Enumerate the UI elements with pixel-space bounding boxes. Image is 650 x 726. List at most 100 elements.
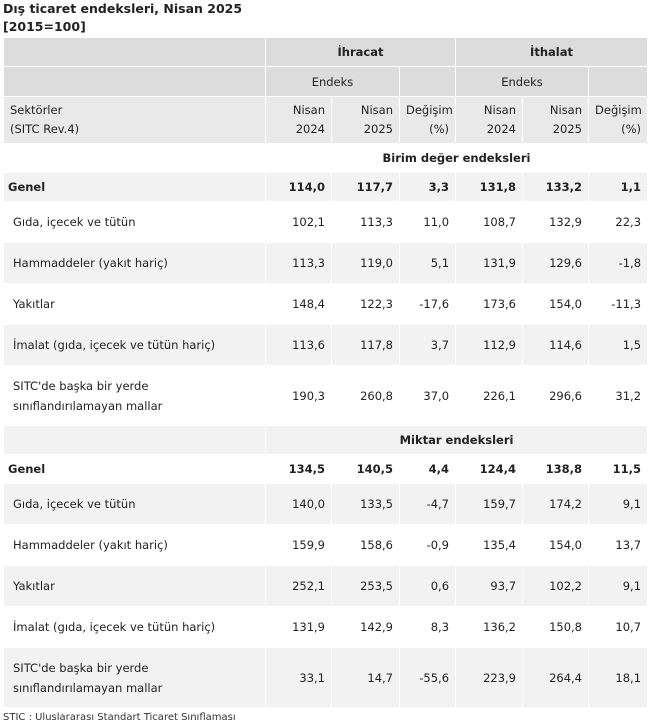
table-row: Genel 134,5 140,5 4,4 124,4 138,8 11,5 bbox=[3, 454, 649, 484]
table-row: İmalat (gıda, içecek ve tütün hariç) 131,… bbox=[3, 606, 649, 648]
table-row: SITC'de başka bir yerde sınıflandırılama… bbox=[3, 647, 649, 708]
row-label: Hammaddeler (yakıt hariç) bbox=[3, 242, 266, 284]
value-cell: 14,7 bbox=[331, 647, 400, 708]
col-import-change: Değişim (%) bbox=[588, 96, 649, 144]
value-cell: 150,8 bbox=[522, 606, 590, 648]
value-cell: 0,6 bbox=[398, 565, 457, 607]
value-cell: -4,7 bbox=[398, 483, 457, 525]
col-import-2025: Nisan 2025 bbox=[522, 96, 590, 144]
value-cell: 10,7 bbox=[588, 606, 649, 648]
value-cell: 154,0 bbox=[522, 283, 590, 325]
row-label: Gıda, içecek ve tütün bbox=[3, 483, 266, 525]
value-cell: -11,3 bbox=[588, 283, 649, 325]
value-cell: 3,3 bbox=[398, 172, 457, 202]
value-cell: 4,4 bbox=[398, 454, 457, 484]
value-cell: 174,2 bbox=[522, 483, 590, 525]
value-cell: 108,7 bbox=[455, 201, 524, 243]
table-row: Yakıtlar 148,4 122,3 -17,6 173,6 154,0 -11,3 bbox=[3, 283, 649, 325]
value-cell: 173,6 bbox=[455, 283, 524, 325]
value-cell: 37,0 bbox=[398, 365, 457, 426]
row-label: İmalat (gıda, içecek ve tütün hariç) bbox=[3, 606, 266, 648]
value-cell: 31,2 bbox=[588, 365, 649, 426]
value-cell: 1,1 bbox=[588, 172, 649, 202]
value-cell: 9,1 bbox=[588, 483, 649, 525]
col-export-change: Değişim (%) bbox=[398, 96, 457, 144]
table-title: Dış ticaret endeksleri, Nisan 2025 bbox=[3, 1, 243, 16]
row-label: SITC'de başka bir yerde sınıflandırılama… bbox=[3, 647, 266, 708]
table-row: Yakıtlar 252,1 253,5 0,6 93,7 102,2 9,1 bbox=[3, 565, 649, 607]
row-label: SITC'de başka bir yerde sınıflandırılama… bbox=[3, 365, 266, 426]
value-cell: 93,7 bbox=[455, 565, 524, 607]
value-cell: 135,4 bbox=[455, 524, 524, 566]
row-label: Genel bbox=[3, 454, 266, 484]
row-label: Yakıtlar bbox=[3, 283, 266, 325]
col-export-2025: Nisan 2025 bbox=[331, 96, 400, 144]
value-cell: 124,4 bbox=[455, 454, 524, 484]
value-cell: 113,3 bbox=[331, 201, 400, 243]
value-cell: 140,5 bbox=[331, 454, 400, 484]
import-header: İthalat bbox=[455, 37, 649, 67]
value-cell: 33,1 bbox=[265, 647, 332, 708]
table-subtitle: [2015=100] bbox=[3, 19, 86, 34]
value-cell: 9,1 bbox=[588, 565, 649, 607]
import-index-header: Endeks bbox=[455, 66, 590, 97]
value-cell: 11,5 bbox=[588, 454, 649, 484]
value-cell: 131,9 bbox=[455, 242, 524, 284]
sector-header: Sektörler (SITC Rev.4) bbox=[3, 96, 266, 144]
value-cell: 223,9 bbox=[455, 647, 524, 708]
section-title: Miktar endeksleri bbox=[264, 425, 649, 455]
value-cell: 142,9 bbox=[331, 606, 400, 648]
value-cell: 119,0 bbox=[331, 242, 400, 284]
value-cell: 134,5 bbox=[265, 454, 332, 484]
value-cell: 226,1 bbox=[455, 365, 524, 426]
value-cell: 159,9 bbox=[265, 524, 332, 566]
value-cell: 140,0 bbox=[265, 483, 332, 525]
trade-index-table: İhracat İthalat Endeks Endeks Sektörler (SI… bbox=[3, 37, 649, 708]
value-cell: 131,8 bbox=[455, 172, 524, 202]
export-index-header: Endeks bbox=[265, 66, 400, 97]
value-cell: 296,6 bbox=[522, 365, 590, 426]
value-cell: 1,5 bbox=[588, 324, 649, 366]
table-row: Gıda, içecek ve tütün 102,1 113,3 11,0 108,7… bbox=[3, 201, 649, 243]
export-header: İhracat bbox=[264, 37, 457, 67]
header-row-columns: Sektörler (SITC Rev.4) Nisan 2024 Nisan 202… bbox=[3, 96, 649, 144]
value-cell: 158,6 bbox=[331, 524, 400, 566]
col-export-2024: Nisan 2024 bbox=[265, 96, 332, 144]
value-cell: 112,9 bbox=[455, 324, 524, 366]
value-cell: 133,5 bbox=[331, 483, 400, 525]
value-cell: 131,9 bbox=[265, 606, 332, 648]
table-row: SITC'de başka bir yerde sınıflandırılama… bbox=[3, 365, 649, 426]
value-cell: -55,6 bbox=[398, 647, 457, 708]
value-cell: 102,2 bbox=[522, 565, 590, 607]
value-cell: 253,5 bbox=[331, 565, 400, 607]
value-cell: -0,9 bbox=[398, 524, 457, 566]
value-cell: 102,1 bbox=[265, 201, 332, 243]
value-cell: 129,6 bbox=[522, 242, 590, 284]
value-cell: 264,4 bbox=[522, 647, 590, 708]
value-cell: 136,2 bbox=[455, 606, 524, 648]
row-label: İmalat (gıda, içecek ve tütün hariç) bbox=[3, 324, 266, 366]
value-cell: 252,1 bbox=[265, 565, 332, 607]
value-cell: 133,2 bbox=[522, 172, 590, 202]
table-row: İmalat (gıda, içecek ve tütün hariç) 113,… bbox=[3, 324, 649, 366]
footnote: STIC : Uluslararası Standart Ticaret Sın… bbox=[3, 712, 236, 723]
table-row: Hammaddeler (yakıt hariç) 159,9 158,6 -0,9 1… bbox=[3, 524, 649, 566]
value-cell: 3,7 bbox=[398, 324, 457, 366]
table-row: Genel 114,0 117,7 3,3 131,8 133,2 1,1 bbox=[3, 172, 649, 202]
row-label: Genel bbox=[3, 172, 266, 202]
value-cell: 114,0 bbox=[265, 172, 332, 202]
row-label: Yakıtlar bbox=[3, 565, 266, 607]
value-cell: 22,3 bbox=[588, 201, 649, 243]
col-import-2024: Nisan 2024 bbox=[455, 96, 524, 144]
value-cell: 18,1 bbox=[588, 647, 649, 708]
value-cell: 138,8 bbox=[522, 454, 590, 484]
value-cell: 132,9 bbox=[522, 201, 590, 243]
value-cell: 154,0 bbox=[522, 524, 590, 566]
row-label: Gıda, içecek ve tütün bbox=[3, 201, 266, 243]
row-label: Hammaddeler (yakıt hariç) bbox=[3, 524, 266, 566]
section-row: Miktar endeksleri bbox=[3, 425, 649, 455]
table-row: Hammaddeler (yakıt hariç) 113,3 119,0 5,1 13… bbox=[3, 242, 649, 284]
value-cell: 190,3 bbox=[265, 365, 332, 426]
value-cell: 148,4 bbox=[265, 283, 332, 325]
value-cell: 8,3 bbox=[398, 606, 457, 648]
